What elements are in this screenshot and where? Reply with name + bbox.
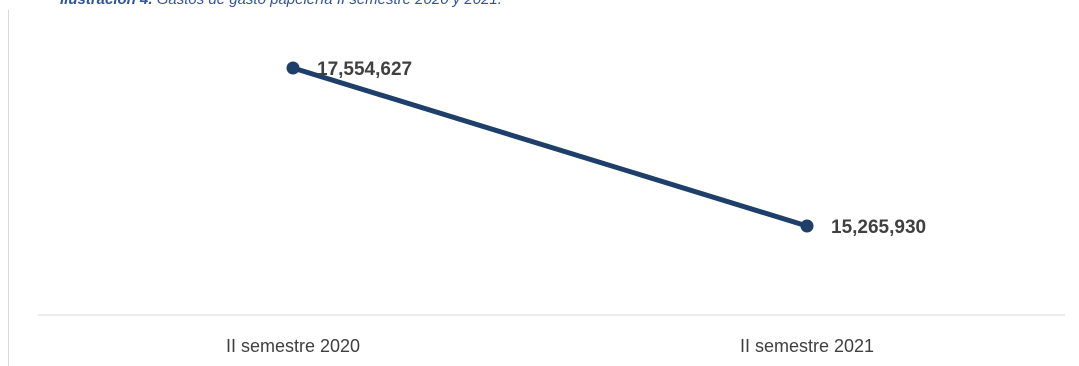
x-tick-label-1: II semestre 2020 xyxy=(226,336,360,356)
x-tick-label-2: II semestre 2021 xyxy=(740,336,874,356)
data-point-1 xyxy=(286,61,300,75)
chart-frame-border xyxy=(8,10,9,366)
caption-prefix: Ilustración 4. xyxy=(60,0,153,8)
data-label-1: 17,554,627 xyxy=(317,59,412,80)
chart-caption: Ilustración 4. Gastos de gasto papelería… xyxy=(60,0,502,8)
caption-text: Gastos de gasto papelería II semestre 20… xyxy=(157,0,502,8)
data-label-2: 15,265,930 xyxy=(831,217,926,238)
series-line xyxy=(290,65,810,229)
data-point-2 xyxy=(800,219,814,233)
